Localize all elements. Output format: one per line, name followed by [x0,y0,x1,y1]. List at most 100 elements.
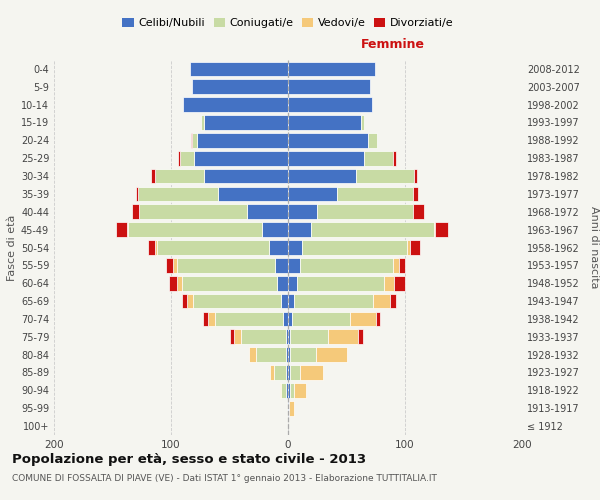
Bar [281,383,286,398]
Bar [288,133,368,148]
Bar [208,312,215,326]
Bar [139,204,247,219]
Bar [166,258,173,272]
Bar [187,294,193,308]
Bar [203,312,208,326]
Bar [256,348,286,362]
Bar [289,401,294,415]
Bar [290,365,300,380]
Text: COMUNE DI FOSSALTA DI PIAVE (VE) - Dati ISTAT 1° gennaio 2013 - Elaborazione TUT: COMUNE DI FOSSALTA DI PIAVE (VE) - Dati … [12,474,437,483]
Bar [302,240,407,255]
Bar [288,312,292,326]
Bar [283,312,288,326]
Bar [155,168,204,184]
Bar [394,276,405,290]
Bar [288,401,289,415]
Bar [358,330,363,344]
Bar [288,222,311,237]
Bar [138,186,218,201]
Bar [290,330,328,344]
Bar [288,151,364,166]
Bar [281,294,288,308]
Bar [288,62,374,76]
Bar [410,240,420,255]
Bar [247,204,288,219]
Bar [356,168,415,184]
Bar [288,383,290,398]
Bar [288,204,317,219]
Bar [286,348,288,362]
Bar [317,204,413,219]
Legend: Celibi/Nubili, Coniugati/e, Vedovi/e, Divorziati/e: Celibi/Nubili, Coniugati/e, Vedovi/e, Di… [118,13,458,32]
Bar [127,222,128,237]
Bar [148,240,155,255]
Bar [133,204,139,219]
Bar [151,168,155,184]
Bar [298,276,384,290]
Bar [288,186,337,201]
Bar [218,186,288,201]
Bar [394,151,395,166]
Bar [364,151,394,166]
Bar [292,312,350,326]
Bar [155,240,157,255]
Bar [192,80,288,94]
Bar [234,330,241,344]
Bar [290,348,316,362]
Bar [294,294,373,308]
Bar [288,276,298,290]
Bar [394,258,399,272]
Bar [399,258,405,272]
Bar [300,365,323,380]
Bar [169,276,177,290]
Bar [215,312,283,326]
Bar [286,330,288,344]
Bar [128,222,262,237]
Bar [288,348,290,362]
Bar [415,168,416,184]
Bar [300,258,394,272]
Bar [178,151,181,166]
Y-axis label: Anni di nascita: Anni di nascita [589,206,599,289]
Bar [376,312,380,326]
Bar [194,151,288,166]
Bar [328,330,358,344]
Bar [177,276,182,290]
Text: Femmine: Femmine [361,38,425,51]
Bar [181,151,194,166]
Bar [262,222,288,237]
Bar [434,222,436,237]
Bar [241,330,286,344]
Bar [288,168,356,184]
Bar [361,115,364,130]
Bar [286,365,288,380]
Bar [288,115,361,130]
Bar [384,276,394,290]
Y-axis label: Fasce di età: Fasce di età [7,214,17,280]
Bar [407,240,410,255]
Bar [294,383,305,398]
Bar [286,383,288,398]
Bar [182,276,277,290]
Bar [277,276,288,290]
Bar [436,222,448,237]
Bar [202,115,204,130]
Bar [173,258,177,272]
Bar [191,133,192,148]
Bar [116,222,127,237]
Bar [390,294,395,308]
Bar [192,133,197,148]
Bar [250,348,256,362]
Bar [177,258,275,272]
Bar [197,133,288,148]
Bar [288,240,302,255]
Bar [288,365,290,380]
Bar [311,222,434,237]
Bar [316,348,347,362]
Bar [350,312,376,326]
Bar [182,294,187,308]
Bar [280,383,281,398]
Bar [288,258,300,272]
Bar [373,294,390,308]
Bar [275,258,288,272]
